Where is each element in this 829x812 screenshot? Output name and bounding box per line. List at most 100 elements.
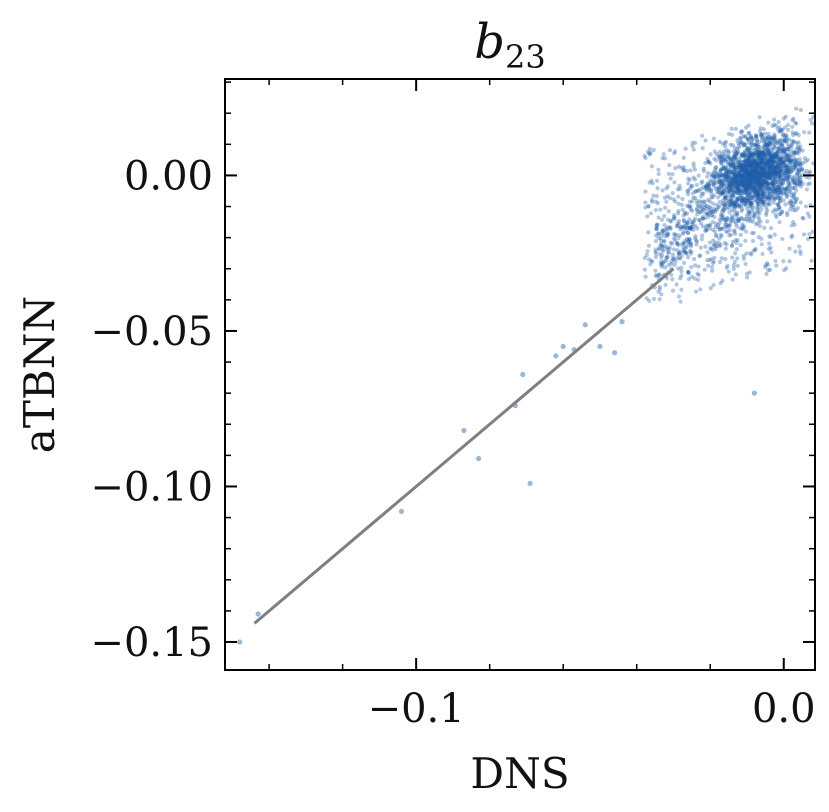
cluster-point <box>745 163 750 168</box>
cluster-point <box>658 259 664 265</box>
cluster-point <box>765 196 771 201</box>
x-tick-label: 0.0 <box>752 686 816 732</box>
cluster-point <box>743 203 749 208</box>
cluster-point <box>791 139 797 145</box>
cluster-point <box>740 191 745 197</box>
cluster-point <box>774 140 780 145</box>
cluster-point <box>721 181 726 186</box>
cluster-point <box>723 202 729 208</box>
cluster-point <box>769 158 774 163</box>
cluster-point <box>667 245 672 250</box>
cluster-point <box>744 186 750 191</box>
cluster-point <box>729 161 734 166</box>
cluster-point <box>660 229 665 234</box>
cluster-point <box>748 181 753 186</box>
cluster-point <box>708 178 713 183</box>
cluster-point <box>766 159 771 164</box>
cluster-point <box>791 207 796 213</box>
cluster-point <box>796 178 801 183</box>
cluster-point <box>742 172 748 177</box>
cluster-point <box>653 273 658 278</box>
cluster-point <box>757 150 762 155</box>
cluster-point <box>731 149 736 154</box>
cluster-point <box>807 214 812 219</box>
cluster-point <box>740 225 745 231</box>
cluster-point <box>705 156 710 161</box>
cluster-point <box>770 154 775 160</box>
cluster-point <box>730 193 735 198</box>
cluster-point <box>749 178 754 183</box>
cluster-point <box>791 150 796 155</box>
cluster-point <box>750 156 755 161</box>
cluster-point <box>788 153 794 158</box>
cluster-point <box>756 152 761 157</box>
cluster-point <box>794 163 799 168</box>
cluster-point <box>772 165 777 170</box>
cluster-point <box>745 153 750 158</box>
cluster-point <box>757 163 762 168</box>
cluster-point <box>744 200 749 205</box>
cluster-point <box>766 153 771 158</box>
cluster-point <box>764 155 769 160</box>
cluster-point <box>666 250 671 255</box>
cluster-point <box>753 212 758 217</box>
cluster-point <box>659 262 664 267</box>
cluster-point <box>793 208 798 213</box>
cluster-point <box>698 253 703 258</box>
cluster-point <box>715 195 721 200</box>
cluster-point <box>687 226 693 231</box>
cluster-point <box>768 154 774 159</box>
cluster-point <box>717 155 722 160</box>
cluster-point <box>757 170 762 175</box>
cluster-point <box>719 159 724 164</box>
cluster-point <box>703 184 708 189</box>
cluster-point <box>760 167 765 172</box>
cluster-point <box>768 157 773 162</box>
cluster-point <box>761 168 766 173</box>
cluster-point <box>708 209 713 215</box>
cluster-point <box>770 160 775 165</box>
cluster-point <box>739 129 744 134</box>
cluster-point <box>739 198 745 204</box>
cluster-point <box>752 185 757 190</box>
cluster-point <box>752 175 757 181</box>
cluster-point <box>741 159 747 164</box>
cluster-point <box>765 208 770 213</box>
cluster-point <box>647 180 652 185</box>
cluster-point <box>717 220 722 226</box>
cluster-point <box>767 165 772 170</box>
cluster-point <box>772 160 777 165</box>
cluster-point <box>744 158 749 164</box>
cluster-point <box>731 180 736 186</box>
cluster-point <box>738 173 743 178</box>
cluster-point <box>721 216 726 221</box>
cluster-point <box>746 172 751 177</box>
cluster-point <box>757 144 763 149</box>
cluster-point <box>709 213 715 218</box>
cluster-point <box>763 131 768 136</box>
cluster-point <box>746 166 752 171</box>
cluster-point <box>734 247 739 252</box>
cluster-point <box>712 173 718 178</box>
cluster-point <box>747 174 752 179</box>
cluster-point <box>723 217 728 222</box>
cluster-point <box>740 141 745 146</box>
cluster-point <box>794 181 799 186</box>
cluster-point <box>753 191 758 196</box>
cluster-point <box>785 122 791 128</box>
cluster-point <box>725 170 730 175</box>
cluster-point <box>721 172 726 177</box>
cluster-point <box>739 182 744 187</box>
cluster-point <box>671 236 677 241</box>
cluster-point <box>732 203 737 209</box>
cluster-point <box>749 174 754 179</box>
cluster-point <box>782 166 787 171</box>
cluster-point <box>727 233 732 238</box>
cluster-point <box>739 166 744 171</box>
cluster-point <box>759 160 765 166</box>
cluster-point <box>763 177 768 182</box>
cluster-point <box>788 162 793 167</box>
cluster-point <box>751 193 757 198</box>
cluster-point <box>789 142 795 148</box>
